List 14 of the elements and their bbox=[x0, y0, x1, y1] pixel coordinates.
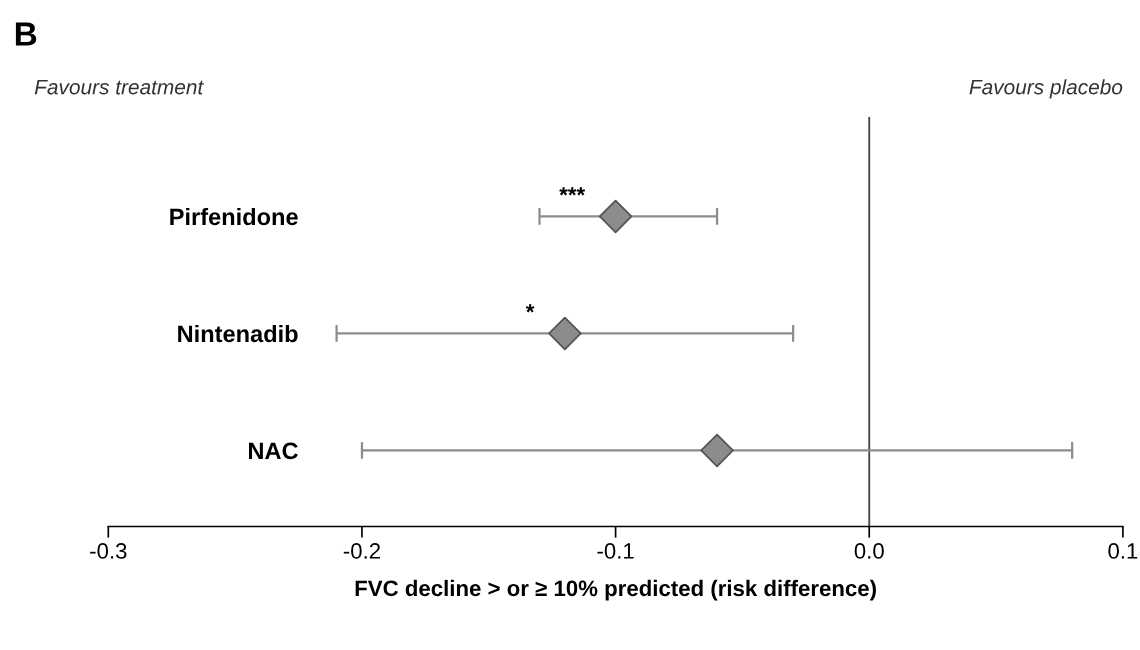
x-tick-label: -0.3 bbox=[90, 543, 127, 559]
text: Favours treatment bbox=[34, 79, 204, 95]
y-tick-label: Nintenadib bbox=[178, 324, 298, 343]
x-tick-label: -0.1 bbox=[597, 543, 634, 559]
x-tick-label: -0.2 bbox=[343, 543, 380, 559]
annotation: *** bbox=[559, 187, 586, 196]
x-axis-title: FVC decline > or ≥ 10% predicted (risk difference) bbox=[355, 579, 876, 601]
chart-title: B bbox=[15, 22, 37, 46]
y-tick-label: Pirfenidone bbox=[170, 207, 298, 226]
annotation: * bbox=[525, 304, 535, 313]
y-tick-label: NAC bbox=[249, 442, 298, 460]
x-tick-label: 0.1 bbox=[1108, 543, 1138, 559]
x-tick-label: 0.0 bbox=[854, 543, 884, 559]
text: Favours placebo bbox=[969, 79, 1123, 99]
